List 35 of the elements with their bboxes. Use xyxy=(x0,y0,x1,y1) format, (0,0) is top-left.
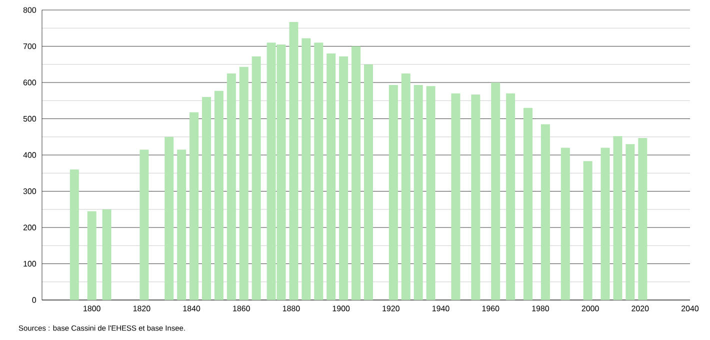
bar xyxy=(364,64,373,300)
bar xyxy=(451,93,460,300)
bar xyxy=(524,108,533,300)
bar xyxy=(626,144,635,300)
bar xyxy=(560,148,570,300)
bar xyxy=(87,211,96,300)
bar xyxy=(302,38,311,300)
bar xyxy=(426,86,436,300)
bar xyxy=(414,85,423,300)
bar xyxy=(314,42,324,300)
bar xyxy=(506,93,516,300)
bar xyxy=(177,150,186,300)
bar xyxy=(239,66,248,300)
bar xyxy=(491,82,500,300)
bar xyxy=(190,112,199,300)
bar xyxy=(326,54,336,300)
bar xyxy=(540,124,550,300)
bar xyxy=(352,46,361,300)
bar xyxy=(164,136,174,300)
bar xyxy=(70,170,79,300)
bar xyxy=(471,94,480,300)
bar xyxy=(102,209,112,300)
bar xyxy=(600,148,610,300)
bar xyxy=(140,150,149,300)
bar xyxy=(202,97,211,300)
bar xyxy=(613,136,622,300)
bar xyxy=(638,138,648,300)
bar xyxy=(214,90,224,300)
bar xyxy=(401,73,410,300)
bar xyxy=(226,73,236,300)
bar xyxy=(583,161,592,300)
bar xyxy=(252,56,261,300)
bar xyxy=(289,22,298,300)
bar xyxy=(339,56,348,300)
bar xyxy=(388,85,398,300)
